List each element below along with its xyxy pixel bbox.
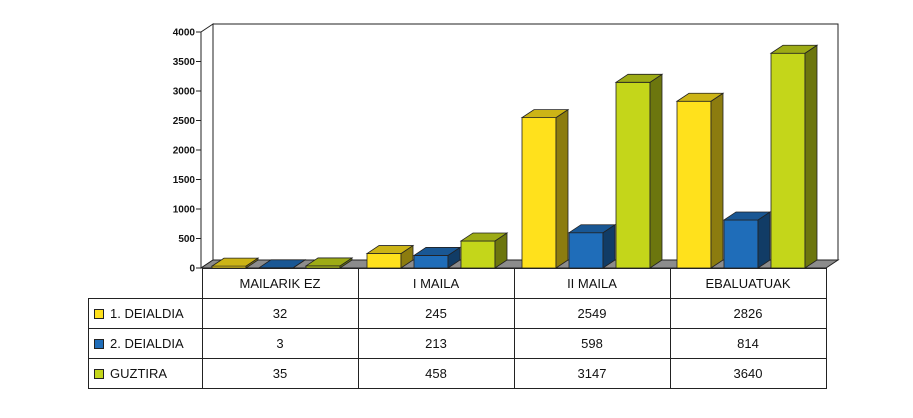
data-label: 3 — [201, 328, 359, 359]
bar — [210, 257, 260, 269]
table-header-row: MAILARIK EZ I MAILA II MAILA EBALUATUAK — [88, 268, 827, 299]
bar — [520, 108, 570, 269]
bar — [257, 259, 307, 269]
data-label: 213 — [357, 328, 515, 359]
bar-front — [568, 232, 604, 269]
y-tick-label: 4000 — [173, 28, 196, 39]
data-label: 814 — [669, 328, 827, 359]
bar — [614, 73, 664, 269]
bar-top — [210, 257, 260, 267]
bar-side — [649, 73, 663, 269]
data-label: 2549 — [513, 298, 671, 329]
bar — [304, 257, 354, 269]
data-label: 245 — [357, 298, 515, 329]
bar-front — [413, 255, 449, 269]
bar — [769, 44, 819, 269]
data-label: 35 — [201, 358, 359, 389]
bar-top — [769, 44, 819, 54]
bar-top — [614, 73, 664, 83]
bar-top — [459, 232, 509, 242]
category-header: I MAILA — [357, 268, 515, 299]
bar-top — [722, 211, 772, 221]
data-label: 3640 — [669, 358, 827, 389]
bar-front — [521, 117, 557, 269]
legend-swatch-blue-icon — [94, 338, 104, 349]
y-tick-label: 3500 — [173, 57, 196, 68]
y-tick-label: 2500 — [173, 116, 196, 127]
bar-front — [723, 219, 759, 269]
y-tick-label: 3000 — [173, 87, 196, 98]
bar — [459, 232, 509, 269]
chart-side-wall — [200, 23, 214, 269]
legend-swatch-yellow-icon — [94, 308, 104, 319]
y-tick-label: 1500 — [173, 175, 196, 186]
bar-top — [365, 245, 415, 254]
bar-top — [412, 247, 462, 256]
series-name: 2. DEIALDIA — [110, 336, 184, 351]
bar-top — [675, 92, 725, 102]
bar-side — [804, 44, 818, 269]
category-header: MAILARIK EZ — [201, 268, 359, 299]
category-header: EBALUATUAK — [669, 268, 827, 299]
bar-top — [567, 224, 617, 234]
chart-bars — [210, 44, 819, 269]
bar-front — [770, 52, 806, 269]
bar-top — [520, 109, 570, 119]
bar-front — [460, 240, 496, 269]
bar-front — [676, 100, 712, 269]
bar — [675, 92, 725, 269]
table-corner-cell — [88, 268, 203, 299]
bar — [365, 244, 415, 269]
legend-entry: 2. DEIALDIA — [88, 328, 203, 359]
data-label: 2826 — [669, 298, 827, 329]
bar — [412, 246, 462, 269]
y-tick-label: 500 — [178, 234, 195, 245]
bar-side — [710, 92, 724, 269]
bar-front — [366, 253, 402, 269]
bar-front — [615, 81, 651, 269]
bar-side — [555, 108, 569, 269]
data-table: MAILARIK EZ I MAILA II MAILA EBALUATUAK … — [88, 268, 827, 389]
y-tick-label: 1000 — [173, 205, 196, 216]
bar — [567, 223, 617, 269]
bar-top — [304, 257, 354, 267]
data-label: 3147 — [513, 358, 671, 389]
y-tick-label: 2000 — [173, 146, 196, 157]
legend-swatch-green-icon — [94, 368, 104, 379]
data-label: 458 — [357, 358, 515, 389]
data-label: 598 — [513, 328, 671, 359]
legend-entry: 1. DEIALDIA — [88, 298, 203, 329]
category-header: II MAILA — [513, 268, 671, 299]
legend-entry: GUZTIRA — [88, 358, 203, 389]
table-row: 1. DEIALDIA 32 245 2549 2826 — [88, 298, 827, 329]
table-row: 2. DEIALDIA 3 213 598 814 — [88, 328, 827, 359]
data-label: 32 — [201, 298, 359, 329]
series-name: 1. DEIALDIA — [110, 306, 184, 321]
table-row: GUZTIRA 35 458 3147 3640 — [88, 358, 827, 389]
bar-side — [757, 211, 771, 269]
bar-top — [257, 259, 307, 269]
bar — [722, 211, 772, 269]
series-name: GUZTIRA — [110, 366, 168, 381]
